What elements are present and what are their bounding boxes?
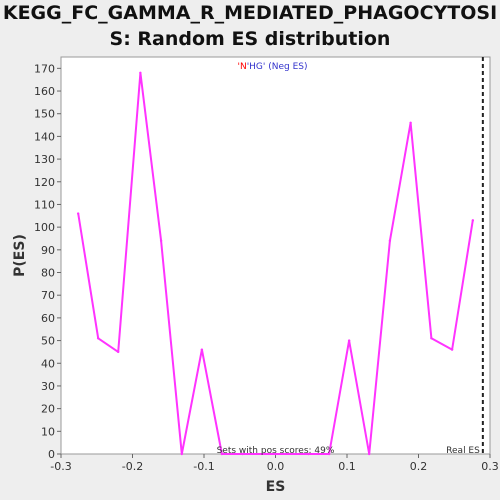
pos-scores-annotation: Sets with pos scores: 49%	[217, 446, 335, 456]
y-tick-label: 130	[34, 153, 55, 166]
data-point	[220, 452, 224, 456]
data-point	[367, 452, 371, 456]
y-tick-label: 170	[34, 62, 55, 75]
x-axis-title: ES	[266, 479, 286, 495]
data-point	[471, 219, 475, 222]
y-tick-label: 150	[34, 108, 55, 121]
data-point	[274, 452, 277, 456]
x-tick-label: 0.1	[338, 460, 356, 473]
y-tick-label: 110	[34, 198, 55, 211]
x-tick-label: -0.2	[122, 460, 143, 473]
x-tick-label: 0.0	[267, 460, 285, 473]
chart-title: KEGG_FC_GAMMA_R_MEDIATED_PHAGOCYTOSI S: …	[0, 0, 500, 52]
x-tick-label: 0.3	[481, 460, 499, 473]
data-point	[347, 339, 351, 342]
chart-title-line2: S: Random ES distribution	[109, 28, 391, 50]
y-tick-label: 140	[34, 130, 55, 143]
legend-part-1: 'N	[237, 62, 246, 72]
data-point	[96, 337, 100, 340]
y-tick-label: 0	[48, 448, 55, 461]
data-point	[139, 71, 142, 75]
data-point	[388, 239, 392, 242]
y-tick-label: 70	[41, 289, 55, 302]
chart-title-line1: KEGG_FC_GAMMA_R_MEDIATED_PHAGOCYTOSI	[2, 2, 498, 24]
data-point	[159, 239, 163, 242]
data-point	[430, 337, 433, 340]
data-point	[117, 350, 120, 354]
y-tick-label: 90	[41, 244, 55, 257]
legend: 'N'HG' (Neg ES)	[237, 62, 307, 72]
y-tick-label: 20	[41, 403, 55, 416]
data-point	[180, 452, 184, 456]
y-tick-label: 30	[41, 380, 55, 393]
y-tick-label: 50	[41, 335, 55, 348]
y-tick-label: 120	[34, 176, 55, 189]
y-axis-title: P(ES)	[12, 234, 28, 277]
legend-part-2: 'HG' (Neg ES)	[247, 62, 308, 72]
y-tick-label: 80	[41, 267, 55, 280]
y-tick-label: 100	[34, 221, 55, 234]
data-point	[327, 452, 331, 456]
x-tick-label: -0.3	[50, 460, 71, 473]
y-tick-label: 40	[41, 357, 55, 370]
data-point	[200, 348, 204, 351]
data-point	[409, 121, 412, 124]
x-tick-label: -0.1	[193, 460, 214, 473]
real-es-label: Real ES	[446, 446, 480, 456]
data-point	[450, 348, 454, 351]
data-point	[76, 212, 80, 215]
y-tick-label: 160	[34, 85, 55, 98]
data-point	[241, 452, 244, 456]
y-axis: 0 10 20 30 40 50 60 70 80 90 100 110 120 130 140 150 160…	[34, 62, 61, 461]
x-tick-label: 0.2	[410, 460, 428, 473]
series-layer	[76, 71, 475, 456]
x-axis: -0.3 -0.2 -0.1 0.0 0.1 0.2 0.3	[50, 454, 499, 473]
data-point	[307, 452, 310, 456]
y-tick-label: 60	[41, 312, 55, 325]
y-tick-label: 10	[41, 425, 55, 438]
